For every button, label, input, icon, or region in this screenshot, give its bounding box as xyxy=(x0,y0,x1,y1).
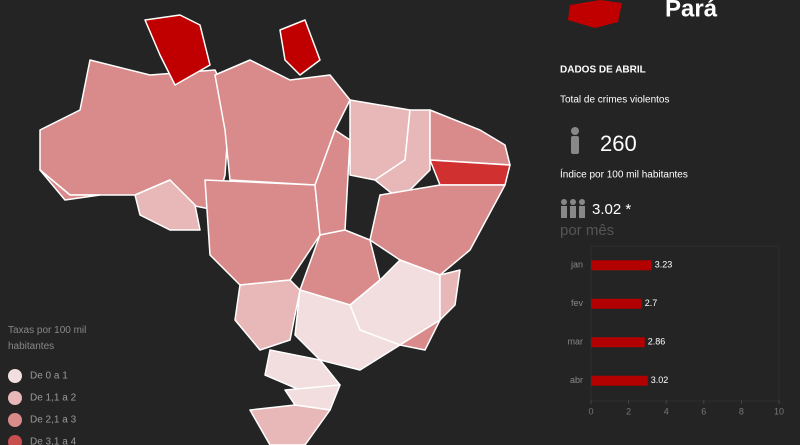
state xyxy=(279,19,321,76)
value-label: 3.23 xyxy=(655,260,673,270)
legend-swatch xyxy=(8,435,22,445)
legend-swatch xyxy=(8,413,22,427)
value-label: 2.7 xyxy=(645,298,658,308)
chart-frame xyxy=(590,245,780,402)
index-label: Índice por 100 mil habitantes xyxy=(560,168,688,181)
legend-label: De 0 a 1 xyxy=(30,371,68,382)
x-tick-label: 10 xyxy=(774,406,784,416)
bar xyxy=(591,298,642,309)
state xyxy=(429,109,511,166)
state xyxy=(204,179,321,286)
legend: De 0 a 1 De 1,1 a 2 De 2,1 a 3 De 3,1 a 4 xyxy=(8,369,77,445)
index-value: 3.02 * xyxy=(592,201,631,218)
state xyxy=(249,404,331,445)
person-icon xyxy=(571,127,579,154)
state xyxy=(369,184,506,276)
legend-label: De 3,1 a 4 xyxy=(30,437,77,445)
section-title: DADOS DE ABRIL xyxy=(560,65,646,76)
legend-swatch xyxy=(8,391,22,405)
x-tick-label: 2 xyxy=(626,406,631,416)
value-label: 3.02 xyxy=(651,375,669,385)
state xyxy=(294,289,401,371)
bar xyxy=(591,260,652,271)
state-title: Pará xyxy=(665,0,718,22)
state xyxy=(439,269,461,321)
state xyxy=(39,59,231,211)
state-shape xyxy=(568,0,622,28)
y-tick-label: fev xyxy=(571,298,584,308)
y-tick-label: jan xyxy=(570,260,583,270)
state xyxy=(399,319,441,351)
state xyxy=(39,169,101,201)
legend-label: De 1,1 a 2 xyxy=(30,393,77,404)
y-tick-label: mar xyxy=(568,337,584,347)
state xyxy=(429,159,511,186)
state xyxy=(234,279,301,351)
x-tick-label: 6 xyxy=(701,406,706,416)
state xyxy=(144,14,211,86)
people-icon xyxy=(561,199,585,218)
bar xyxy=(591,337,645,348)
state xyxy=(214,59,351,186)
y-tick-label: abr xyxy=(570,375,583,385)
legend-swatch xyxy=(8,369,22,383)
state xyxy=(134,179,201,231)
map xyxy=(39,14,511,445)
x-tick-label: 0 xyxy=(588,406,593,416)
monthly-label: por mês xyxy=(560,222,614,239)
legend-label: De 2,1 a 3 xyxy=(30,415,77,426)
x-tick-label: 8 xyxy=(739,406,744,416)
bar-chart: 0 2 4 6 8 10 jan 3.23 fev 2.7 mar 2.86 abr 3.02 xyxy=(568,260,785,417)
total-label: Total de crimes violentos xyxy=(560,95,670,106)
total-value: 260 xyxy=(600,131,637,156)
x-tick-label: 4 xyxy=(664,406,669,416)
legend-title: Taxas por 100 mil habitantes xyxy=(8,325,87,352)
value-label: 2.86 xyxy=(648,337,666,347)
bar xyxy=(591,375,648,386)
